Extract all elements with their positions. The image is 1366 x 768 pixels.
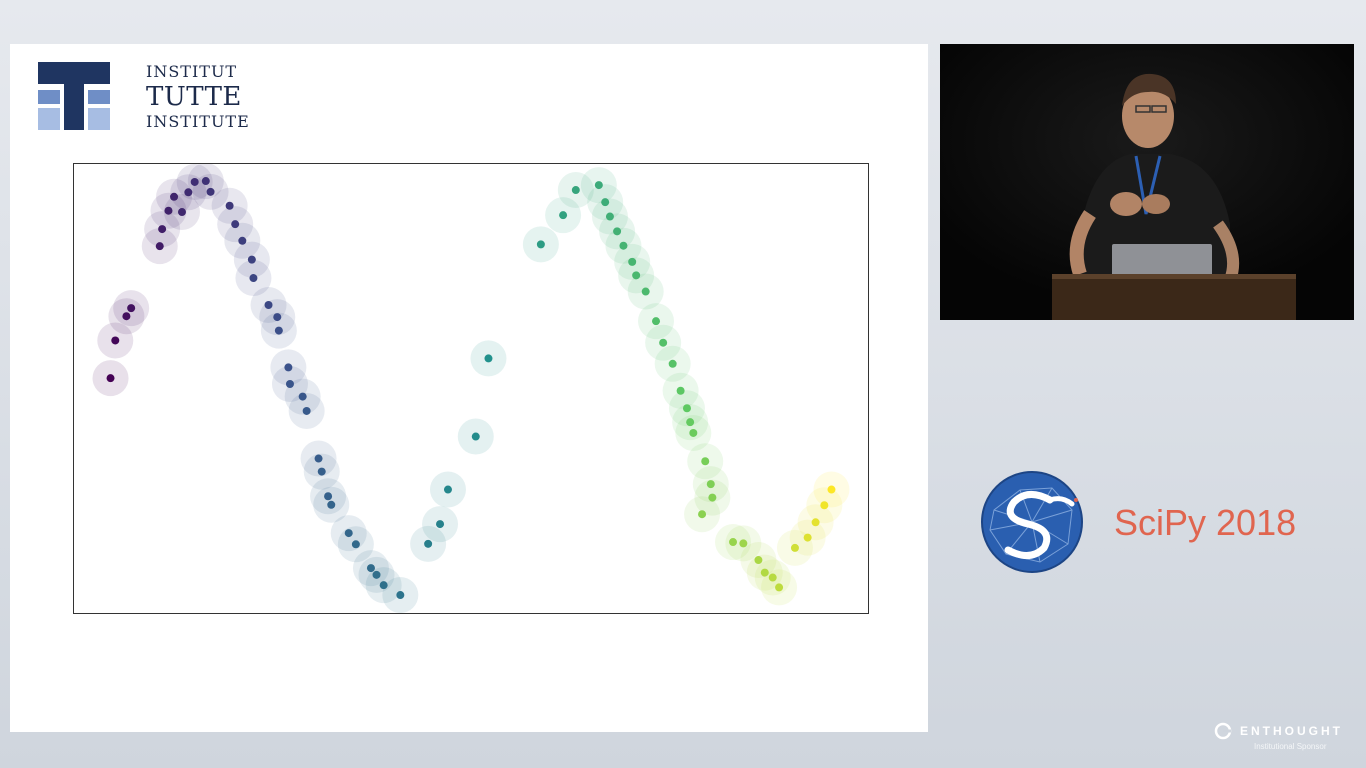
data-point <box>264 300 273 309</box>
data-point <box>739 539 748 548</box>
logo-line-3: INSTITUTE <box>146 112 250 131</box>
data-point <box>571 186 580 195</box>
scatter-plot <box>73 163 869 614</box>
data-point <box>659 338 668 347</box>
logo-text: INSTITUT TUTTE INSTITUTE <box>146 62 256 132</box>
data-point <box>314 454 323 463</box>
data-point <box>689 428 698 437</box>
data-point <box>372 570 381 579</box>
data-point <box>619 241 628 250</box>
data-point <box>827 485 836 494</box>
data-point <box>708 493 717 502</box>
data-point <box>164 206 173 215</box>
data-point <box>127 304 136 313</box>
data-point <box>379 581 388 590</box>
enthought-logo-icon <box>1214 722 1232 740</box>
data-point <box>601 198 610 207</box>
data-point <box>274 326 283 335</box>
data-point <box>676 386 685 395</box>
data-point <box>811 518 820 527</box>
data-point <box>641 287 650 296</box>
data-point <box>284 363 293 372</box>
data-point <box>652 317 661 326</box>
data-point <box>668 359 677 368</box>
scatter-svg <box>92 164 850 613</box>
tutte-institute-logo: INSTITUT TUTTE INSTITUTE <box>38 62 249 134</box>
data-point <box>158 225 167 234</box>
data-point <box>559 211 568 220</box>
scipy-logo-icon <box>981 471 1083 573</box>
data-point <box>344 529 353 538</box>
data-point <box>111 336 120 345</box>
data-point <box>820 501 829 510</box>
data-point <box>803 533 812 542</box>
data-point <box>594 181 603 190</box>
data-point <box>436 520 445 529</box>
data-point <box>366 564 375 573</box>
data-point <box>298 392 307 401</box>
data-point <box>302 406 311 415</box>
data-point <box>201 177 210 186</box>
data-point <box>249 274 258 283</box>
data-point <box>106 374 115 383</box>
data-point <box>206 187 215 196</box>
data-point <box>285 380 294 389</box>
data-point <box>484 354 493 363</box>
logo-line-2: TUTTE <box>146 82 242 112</box>
data-point <box>682 404 691 413</box>
data-point <box>184 188 193 197</box>
speaker-video <box>940 44 1354 320</box>
tutte-logo-icon <box>38 62 110 130</box>
data-point <box>273 313 282 322</box>
data-point <box>760 568 769 577</box>
data-point <box>317 467 326 476</box>
data-point <box>628 257 637 266</box>
data-point <box>471 432 480 441</box>
data-point <box>613 227 622 236</box>
data-point <box>768 573 777 582</box>
data-point <box>775 583 784 592</box>
data-point <box>327 500 336 509</box>
data-point <box>396 591 405 600</box>
scipy-2018-branding: SciPy 2018 <box>980 470 1340 580</box>
data-point <box>155 242 164 251</box>
data-point <box>632 271 641 280</box>
data-point <box>225 201 234 210</box>
data-point <box>729 538 738 547</box>
sponsor-name: ENTHOUGHT <box>1240 724 1343 738</box>
speaker-at-podium-icon <box>940 44 1354 320</box>
sponsor-badge: ENTHOUGHT Institutional Sponsor <box>1214 722 1354 762</box>
scipy-2018-label: SciPy 2018 <box>1114 502 1297 543</box>
data-point <box>706 480 715 489</box>
data-point <box>698 510 707 519</box>
slide: INSTITUT TUTTE INSTITUTE <box>10 44 928 732</box>
data-point <box>443 485 452 494</box>
data-point <box>701 457 710 466</box>
data-point <box>605 212 614 221</box>
data-point <box>790 543 799 552</box>
data-point <box>231 220 240 229</box>
data-point <box>177 208 186 217</box>
logo-line-1: INSTITUT <box>146 62 238 81</box>
data-point <box>170 192 179 201</box>
data-point <box>238 236 247 245</box>
data-point <box>190 177 199 186</box>
data-point <box>351 540 360 549</box>
data-point <box>122 312 131 321</box>
data-point <box>754 556 763 565</box>
data-point <box>324 492 333 501</box>
data-point <box>247 255 256 264</box>
data-point <box>686 418 695 427</box>
data-point <box>424 539 433 548</box>
sponsor-subtitle: Institutional Sponsor <box>1254 742 1327 751</box>
data-point <box>536 240 545 249</box>
